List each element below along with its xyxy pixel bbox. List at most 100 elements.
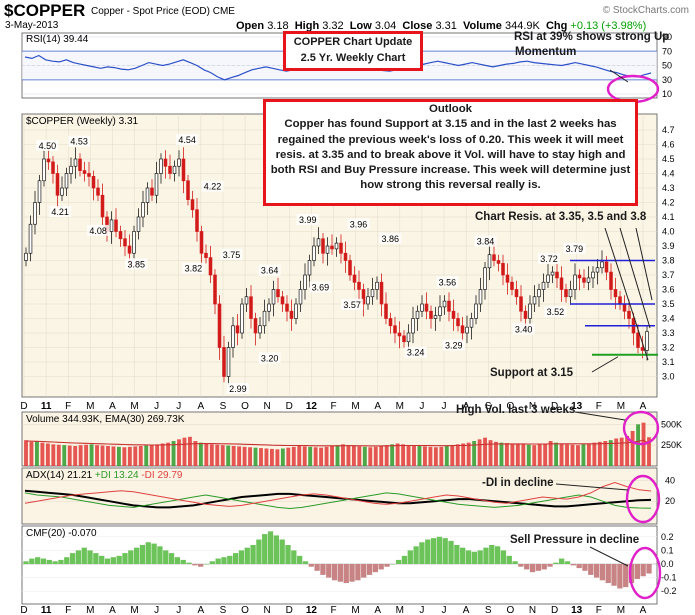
cmf-bar — [599, 564, 606, 581]
cmf-bar — [489, 544, 495, 564]
candle-body — [330, 245, 334, 250]
volume-bar — [559, 443, 564, 466]
candle-body — [87, 173, 91, 177]
bottom-x-label: A — [640, 605, 647, 615]
price-data-label-bg — [538, 253, 561, 265]
volume-bar — [193, 441, 198, 466]
ohlc-readout: Open 3.18 High 3.32 Low 3.04 Close 3.31 … — [236, 20, 646, 32]
cmf-bar — [634, 564, 641, 579]
volume-bar — [111, 446, 116, 466]
price-data-label: 3.84 — [477, 237, 495, 247]
volume-bar — [171, 441, 176, 466]
volume-bar — [341, 444, 345, 466]
cmf-bar — [81, 547, 87, 564]
candle-body — [154, 173, 159, 196]
price-data-label: 3.96 — [350, 219, 368, 229]
rsi-panel-label: RSI(14) 39.44 — [26, 34, 89, 45]
volume-bar — [417, 446, 422, 466]
title-box-line2: 2.5 Yr. Weekly Chart — [300, 52, 406, 64]
cmf-bar — [529, 564, 536, 573]
price-x-label: M — [86, 401, 94, 412]
candle-body — [325, 245, 330, 254]
instrument-name: Copper - Spot Price (EOD) CME — [91, 6, 235, 17]
site-credit[interactable]: © StockCharts.com — [602, 5, 689, 16]
cmf-tick-label: 0.0 — [661, 559, 674, 569]
cmf-bar — [198, 564, 204, 567]
candle-body — [370, 289, 375, 298]
volume-bar — [220, 445, 225, 466]
volume-bar — [242, 446, 247, 466]
adx-series-line — [24, 492, 652, 510]
candle-body — [132, 231, 136, 254]
volume-bar — [253, 447, 258, 466]
volume-bar — [144, 445, 149, 466]
cmf-bar — [582, 564, 588, 571]
bottom-x-label: A — [109, 605, 116, 615]
price-x-label: D — [20, 401, 27, 412]
cmf-note: Sell Pressure in decline — [510, 534, 640, 546]
volume-bar — [373, 446, 378, 466]
candle-body — [433, 315, 438, 319]
cmf-note-arrow — [589, 546, 629, 567]
rsi-note-arrow — [609, 69, 629, 83]
candle-body — [136, 216, 141, 232]
chg-value: +0.13 (+3.98%) — [570, 20, 647, 32]
candle-body — [528, 303, 532, 319]
cmf-bar — [454, 544, 460, 564]
volume-bar — [259, 448, 263, 466]
volume-bar — [67, 445, 72, 466]
candle-body — [271, 289, 276, 305]
price-data-label-bg — [436, 276, 459, 288]
rsi-note: RSI at 39% shows strong Up Momentum — [514, 30, 669, 60]
volume-bar — [351, 446, 356, 466]
volume-bar — [576, 445, 580, 466]
volume-bar — [122, 447, 127, 466]
cmf-bar — [326, 564, 332, 578]
volume-bar — [504, 443, 509, 466]
cmf-bar — [494, 546, 501, 564]
price-data-label-bg — [182, 262, 205, 274]
volume-bar — [177, 439, 181, 466]
volume-bar — [625, 436, 630, 466]
candle-body — [91, 176, 96, 189]
candle-body — [451, 310, 456, 319]
cmf-bar — [58, 559, 64, 564]
cmf-bar — [314, 564, 320, 571]
candle-body — [195, 209, 199, 232]
candle-body — [123, 238, 127, 247]
price-data-label: 2.99 — [229, 384, 247, 394]
cmf-bar — [471, 551, 477, 564]
price-data-label-bg — [49, 206, 72, 218]
price-data-label-bg — [220, 248, 243, 260]
price-tick-label: 3.4 — [662, 314, 675, 324]
cmf-bar — [331, 564, 338, 581]
cmf-bar — [500, 550, 507, 564]
chg-label: Chg — [545, 20, 568, 32]
cmf-bar — [279, 539, 285, 564]
cmf-bar — [52, 561, 58, 564]
candle-body — [163, 158, 168, 167]
close-label: Close — [402, 20, 433, 32]
volume-bar — [592, 442, 597, 466]
cmf-bar — [623, 564, 629, 588]
support-note: Support at 3.15 — [490, 367, 574, 379]
price-tick-label: 4.4 — [662, 169, 675, 179]
volume-bar — [73, 446, 78, 466]
cmf-bar — [366, 564, 373, 575]
candle-body — [523, 310, 528, 319]
price-tick-label: 3.5 — [662, 299, 675, 309]
volume-bar — [330, 446, 334, 466]
price-x-label: O — [506, 401, 514, 412]
volume-bar — [209, 444, 214, 466]
volume-bar — [248, 447, 252, 466]
price-data-label: 4.53 — [70, 137, 88, 147]
cmf-bar — [244, 547, 250, 564]
candle-body — [240, 303, 244, 334]
volume-bar — [472, 441, 477, 466]
candle-body — [118, 231, 123, 240]
volume-bar — [499, 442, 504, 466]
candle-body — [276, 289, 280, 298]
price-data-label-bg — [36, 140, 59, 151]
cmf-bar — [401, 555, 408, 564]
candle-body — [586, 277, 591, 283]
